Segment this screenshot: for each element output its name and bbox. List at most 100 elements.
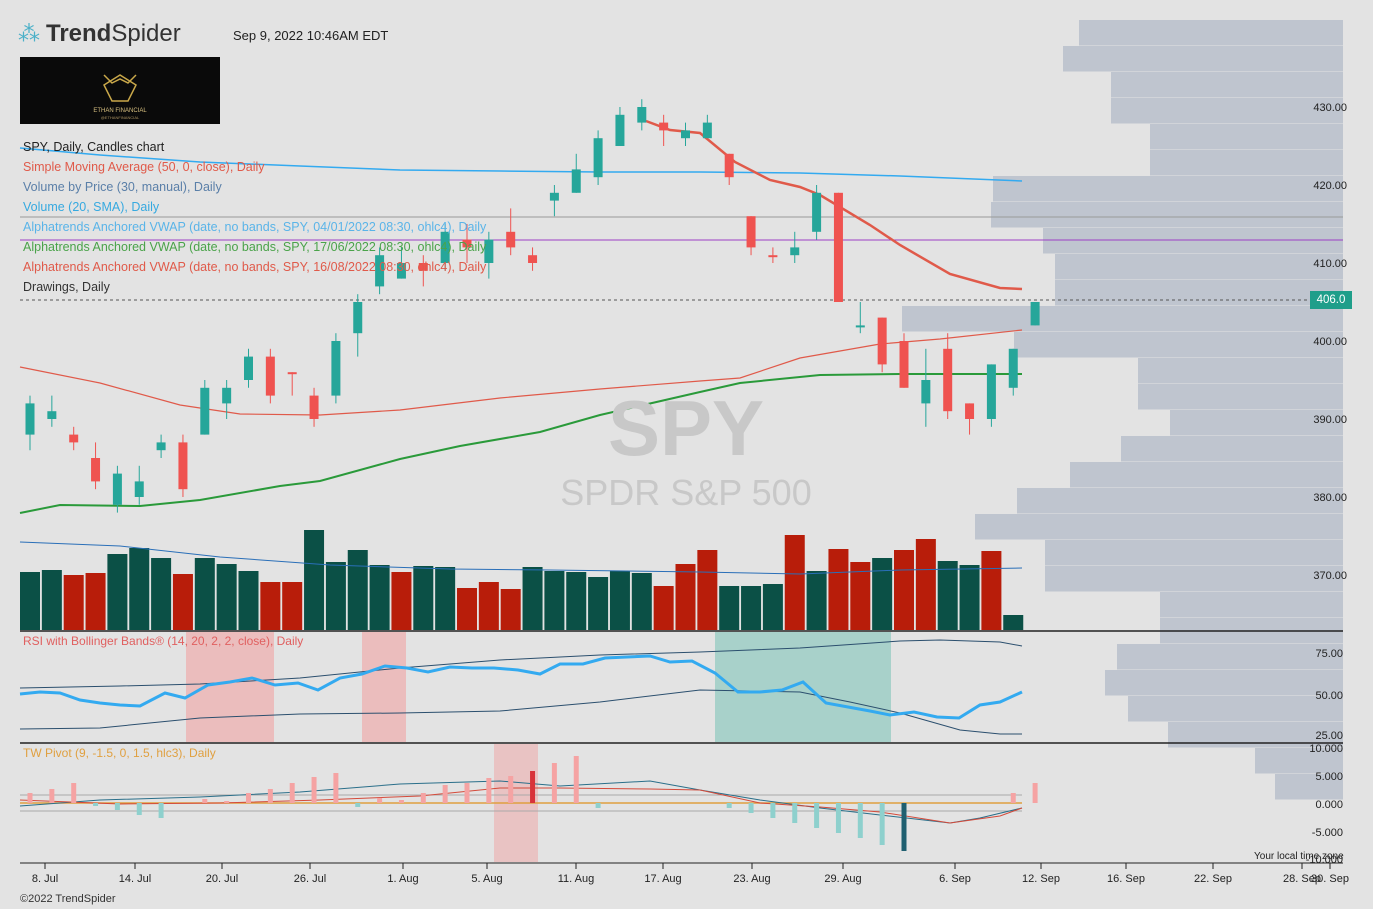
- x-tick-label: 6. Sep: [939, 873, 971, 885]
- trendspider-logo[interactable]: ⁂ TrendSpider: [18, 20, 181, 48]
- candle-body: [855, 325, 865, 328]
- volume-bar: [697, 550, 718, 630]
- legend-item-vbp[interactable]: Volume by Price (30, manual), Daily: [23, 180, 222, 194]
- pivot-red-line: [19, 787, 1023, 824]
- pivot-bar: [136, 803, 142, 815]
- candle-body: [25, 403, 35, 435]
- pivot-bar: [1032, 783, 1038, 803]
- x-tick-label: 29. Aug: [824, 873, 861, 885]
- volume-bar: [151, 558, 172, 630]
- brand-suffix: Spider: [111, 20, 181, 47]
- pivot-bar: [530, 771, 536, 803]
- pivot-bar: [224, 801, 230, 803]
- vbp-bar: [1111, 72, 1343, 98]
- legend-item-volume[interactable]: Volume (20, SMA), Daily: [23, 200, 160, 214]
- volume-bar: [107, 554, 128, 630]
- brand-prefix: Trend: [46, 20, 112, 47]
- candle-body: [353, 302, 363, 334]
- vbp-bar: [993, 176, 1343, 202]
- x-tick-label: 26. Jul: [294, 873, 326, 885]
- rsi-panel[interactable]: 75.00 50.00 25.00: [19, 632, 1343, 742]
- candle-body: [812, 192, 822, 232]
- volume-bar: [959, 565, 980, 630]
- legend-item-avwap-aug[interactable]: Alphatrends Anchored VWAP (date, no band…: [23, 260, 487, 274]
- price-tick-label: 370.00: [1313, 570, 1347, 582]
- vbp-bar: [1014, 332, 1343, 358]
- pivot-bar: [464, 783, 470, 803]
- volume-bar: [347, 550, 368, 630]
- vbp-bar: [1045, 566, 1343, 592]
- pivot-bar: [267, 789, 273, 803]
- volume-bar: [1003, 615, 1024, 630]
- volume-bar: [850, 562, 871, 630]
- vbp-bar: [1045, 540, 1343, 566]
- volume-bar: [588, 577, 609, 630]
- legend-item-drawings[interactable]: Drawings, Daily: [23, 280, 110, 294]
- pivot-bar: [442, 785, 448, 803]
- candle-body: [746, 216, 756, 248]
- vbp-bar: [1255, 748, 1343, 774]
- volume-bar: [784, 535, 805, 630]
- vbp-bar: [1043, 228, 1343, 254]
- avwap-aug-line: [19, 329, 1023, 416]
- candle-body: [375, 255, 385, 287]
- volume-bar: [915, 539, 936, 630]
- vbp-bar: [1117, 644, 1343, 670]
- chart-title[interactable]: SPY, Daily, Candles chart: [23, 140, 165, 154]
- volume-bar: [260, 582, 281, 630]
- avwap-jan-line: [19, 147, 1023, 182]
- rsi-lower-band: [19, 689, 1022, 735]
- legend-item-avwap-jan[interactable]: Alphatrends Anchored VWAP (date, no band…: [23, 220, 487, 234]
- price-tick-label: 400.00: [1313, 336, 1347, 348]
- volume-bar: [63, 575, 84, 630]
- timezone-note[interactable]: Your local time zone: [1254, 851, 1344, 862]
- volume-bar: [828, 549, 849, 630]
- volume-bar: [500, 589, 521, 630]
- x-tick-label: 17. Aug: [644, 873, 681, 885]
- current-price-tag: 406.0: [1310, 291, 1352, 309]
- vbp-bar: [1160, 592, 1343, 618]
- pivot-bar: [792, 803, 798, 823]
- pivot-bar: [770, 803, 776, 818]
- candle-body: [593, 138, 603, 178]
- candle-body: [986, 364, 996, 419]
- candle-body: [528, 255, 538, 263]
- pivot-bar: [355, 803, 361, 807]
- volume-bar: [369, 565, 390, 630]
- candle-body: [637, 107, 647, 123]
- volume-bar: [85, 573, 106, 630]
- x-tick-label: 28. Sep: [1283, 873, 1321, 885]
- volume-bar: [741, 586, 762, 630]
- candle-body: [965, 403, 975, 419]
- x-tick-label: 14. Jul: [119, 873, 151, 885]
- legend-item-avwap-jun[interactable]: Alphatrends Anchored VWAP (date, no band…: [23, 240, 487, 254]
- avwap-jun-line: [19, 373, 1022, 514]
- pivot-bar: [377, 798, 383, 803]
- vbp-bar: [1138, 358, 1343, 384]
- legend-item-sma[interactable]: Simple Moving Average (50, 0, close), Da…: [23, 160, 265, 174]
- x-tick-label: 23. Aug: [733, 873, 770, 885]
- volume-bar: [872, 558, 893, 630]
- vbp-bar: [1121, 436, 1343, 462]
- pivot-bar: [508, 776, 514, 803]
- vbp-bar: [991, 202, 1343, 228]
- candle-body: [899, 341, 909, 388]
- volume-bar: [391, 572, 412, 630]
- candle-body: [418, 263, 428, 271]
- pivot-bar: [202, 799, 208, 803]
- price-tick-label: 380.00: [1313, 492, 1347, 504]
- vbp-bar: [1055, 280, 1343, 306]
- vbp-bar: [1150, 150, 1343, 176]
- rsi-oversold-zone: [715, 632, 891, 742]
- volume-bar: [413, 566, 434, 630]
- volume-bar: [129, 548, 150, 630]
- candle-body: [702, 122, 712, 139]
- rsi-title: RSI with Bollinger Bands® (14, 20, 2, 2,…: [23, 634, 303, 648]
- candle-body: [571, 169, 581, 193]
- vbp-bar: [1063, 46, 1343, 72]
- network-icon: ⁂: [18, 21, 40, 46]
- candle-body: [331, 341, 341, 396]
- volume-bars: [19, 530, 1024, 630]
